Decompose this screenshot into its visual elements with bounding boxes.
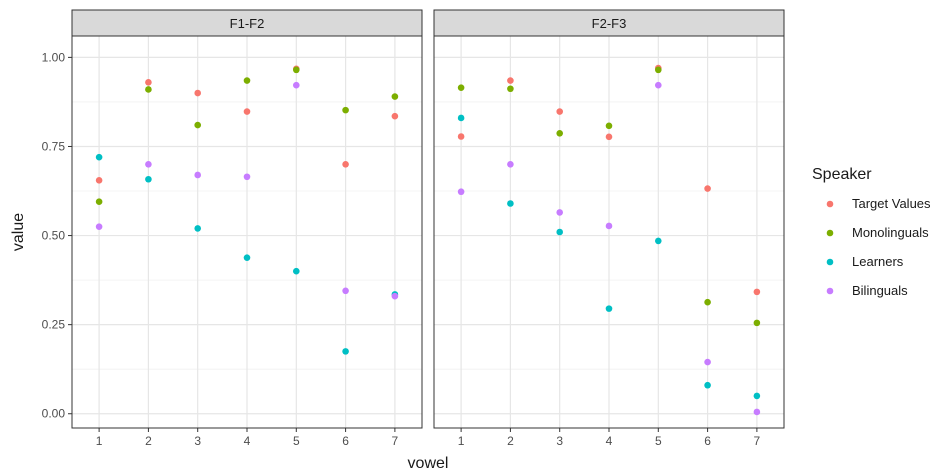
legend-label: Bilinguals: [852, 283, 908, 298]
data-point: [753, 288, 761, 296]
data-point: [457, 84, 465, 91]
y-tick-label: 0.00: [42, 407, 66, 421]
data-point: [342, 160, 349, 168]
data-point: [292, 81, 300, 89]
data-point: [243, 254, 251, 261]
data-point: [556, 228, 564, 236]
x-tick-label: 2: [145, 434, 152, 448]
x-tick-label: 7: [392, 434, 399, 448]
x-tick-label: 3: [194, 434, 201, 448]
data-point: [605, 222, 613, 230]
y-tick-label: 0.50: [42, 229, 66, 243]
data-point: [704, 381, 711, 389]
data-point: [457, 188, 465, 196]
x-tick-label: 4: [606, 434, 613, 448]
data-point: [391, 292, 399, 300]
data-point: [243, 77, 251, 84]
data-point: [145, 79, 152, 86]
data-point: [194, 89, 202, 97]
data-point: [753, 392, 761, 400]
facet-title: F1-F2: [230, 16, 265, 31]
data-point: [556, 209, 564, 216]
data-point: [194, 225, 202, 232]
data-point: [391, 112, 399, 120]
facet-strip: [71, 9, 423, 37]
y-axis-title: value: [10, 213, 27, 251]
legend-label: Target Values: [852, 196, 931, 211]
legend-title: Speaker: [812, 166, 872, 183]
data-point: [507, 160, 514, 168]
x-tick-label: 1: [96, 434, 103, 448]
data-point: [704, 358, 711, 366]
data-point: [194, 121, 202, 129]
data-point: [605, 305, 613, 312]
legend-key: [826, 200, 834, 208]
x-tick-label: 1: [458, 434, 465, 448]
data-point: [605, 133, 613, 141]
data-point: [704, 185, 711, 192]
legend-label: Monolinguals: [852, 225, 929, 240]
data-point: [243, 173, 251, 181]
x-tick-label: 4: [244, 434, 251, 448]
data-point: [457, 133, 465, 140]
facet-strip: [433, 9, 785, 37]
x-tick-label: 5: [293, 434, 300, 448]
data-point: [507, 85, 514, 93]
data-point: [704, 298, 711, 306]
data-point: [292, 66, 300, 74]
data-point: [342, 287, 349, 295]
y-tick-label: 0.75: [42, 139, 66, 153]
data-point: [507, 200, 514, 207]
x-axis-title: vowel: [408, 455, 449, 472]
legend-key: [826, 287, 834, 295]
legend-label: Learners: [852, 254, 904, 269]
x-tick-label: 3: [556, 434, 563, 448]
data-point: [391, 93, 399, 100]
x-tick-label: 6: [342, 434, 349, 448]
data-point: [95, 223, 103, 230]
data-point: [342, 348, 349, 355]
data-point: [753, 408, 761, 416]
data-point: [457, 114, 465, 122]
facet-title: F2-F3: [592, 16, 627, 31]
data-point: [243, 108, 251, 115]
data-point: [95, 177, 103, 184]
data-point: [556, 129, 564, 137]
data-point: [654, 81, 662, 89]
data-point: [95, 153, 103, 161]
data-point: [194, 171, 202, 179]
x-tick-label: 2: [507, 434, 514, 448]
data-point: [145, 175, 152, 183]
data-point: [342, 106, 349, 114]
x-tick-label: 5: [655, 434, 662, 448]
data-point: [605, 122, 613, 130]
data-point: [145, 160, 152, 168]
data-point: [654, 66, 662, 74]
x-tick-label: 7: [754, 434, 761, 448]
data-point: [753, 319, 761, 327]
data-point: [556, 108, 564, 115]
data-point: [292, 267, 300, 275]
legend-key: [826, 258, 834, 266]
legend-key: [826, 229, 834, 237]
data-point: [145, 86, 152, 93]
data-point: [507, 77, 514, 84]
y-tick-label: 0.25: [42, 318, 66, 332]
data-point: [654, 237, 662, 245]
x-tick-label: 6: [704, 434, 711, 448]
y-tick-label: 1.00: [42, 50, 66, 64]
data-point: [95, 198, 103, 206]
